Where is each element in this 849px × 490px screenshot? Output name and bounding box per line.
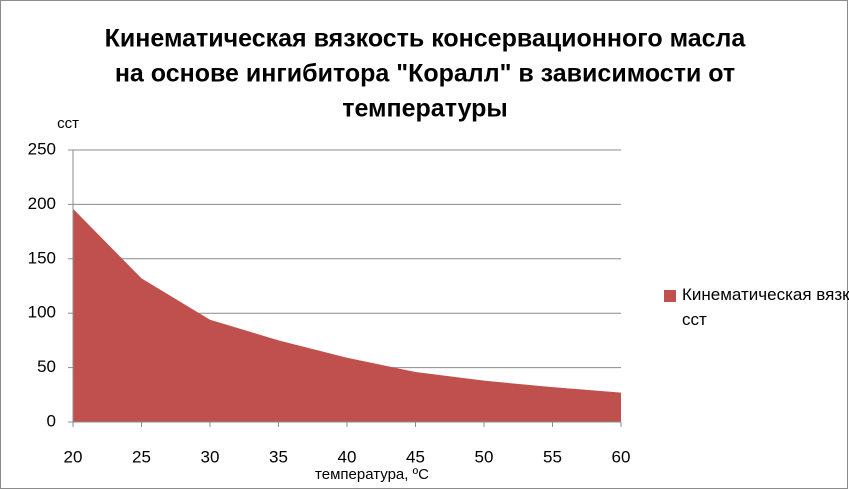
- x-tick-label: 20: [64, 447, 83, 466]
- chart-title: Кинематическая вязкость консервационного…: [105, 25, 747, 53]
- y-tick-label: 50: [37, 357, 56, 376]
- y-tick-label: 150: [28, 248, 56, 267]
- legend-swatch: [664, 290, 676, 302]
- y-tick-label: 200: [28, 194, 56, 213]
- x-tick-label: 35: [269, 447, 288, 466]
- x-tick-label: 60: [612, 447, 631, 466]
- chart-title: на основе ингибитора "Коралл" в зависимо…: [115, 60, 735, 88]
- y-tick-label: 250: [28, 139, 56, 158]
- x-axis-label: температура, ºC: [315, 466, 429, 483]
- area: [73, 208, 621, 422]
- x-tick-label: 45: [406, 447, 425, 466]
- x-tick-label: 50: [475, 447, 494, 466]
- x-tick-label: 30: [201, 447, 220, 466]
- x-tick-label: 55: [543, 447, 562, 466]
- y-axis-label: сст: [57, 115, 79, 132]
- legend-label: Кинематическая вязкость,сст: [682, 285, 849, 329]
- x-tick-label: 40: [338, 447, 357, 466]
- x-tick-label: 25: [132, 447, 151, 466]
- chart-title: температуры: [342, 95, 508, 123]
- y-tick-label: 0: [47, 411, 56, 430]
- y-tick-label: 100: [28, 303, 56, 322]
